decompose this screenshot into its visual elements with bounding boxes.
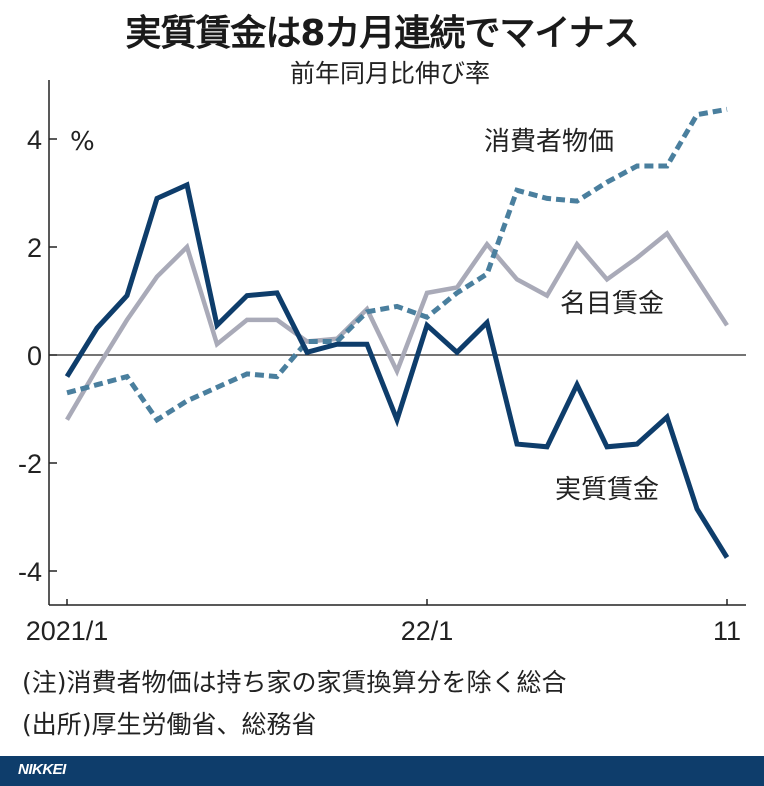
source-line: (出所)厚生労働省、総務省 (22, 710, 317, 739)
y-tick-label: -4 (18, 557, 42, 587)
y-ticks: 4 2 0 -2 -4 (18, 125, 57, 587)
x-ticks: 2021/1 22/1 11 (26, 599, 741, 646)
label-real-wages: 実質賃金 (555, 475, 659, 505)
y-tick-label: -2 (18, 449, 42, 479)
nikkei-logo: NIKKEI (18, 761, 66, 778)
y-tick-label: 4 (27, 125, 42, 155)
chart-subtitle: 前年同月比伸び率 (289, 59, 490, 88)
x-tick-label: 22/1 (401, 616, 454, 646)
footer-bar: NIKKEI (0, 756, 764, 786)
y-tick-label: 0 (27, 341, 42, 371)
axes: 4 2 0 -2 -4 2021/1 22/1 11 (18, 80, 746, 646)
x-tick-label: 2021/1 (26, 616, 109, 646)
y-tick-label: 2 (27, 233, 42, 263)
notes: (注)消費者物価は持ち家の家賃換算分を除く総合 (出所)厚生労働省、総務省 (22, 662, 567, 746)
series-real-wages (64, 181, 730, 559)
series-nominal-wages (65, 230, 729, 421)
label-cpi: 消費者物価 (484, 127, 614, 157)
unit-label: % (70, 127, 95, 157)
x-tick-label: 11 (713, 616, 741, 646)
chart-title: 実質賃金は8カ月連続でマイナス (125, 13, 639, 54)
label-nominal-wages: 名目賃金 (560, 289, 664, 319)
series-cpi (66, 106, 728, 424)
note-line: (注)消費者物価は持ち家の家賃換算分を除く総合 (22, 668, 567, 697)
series-lines (64, 106, 730, 559)
